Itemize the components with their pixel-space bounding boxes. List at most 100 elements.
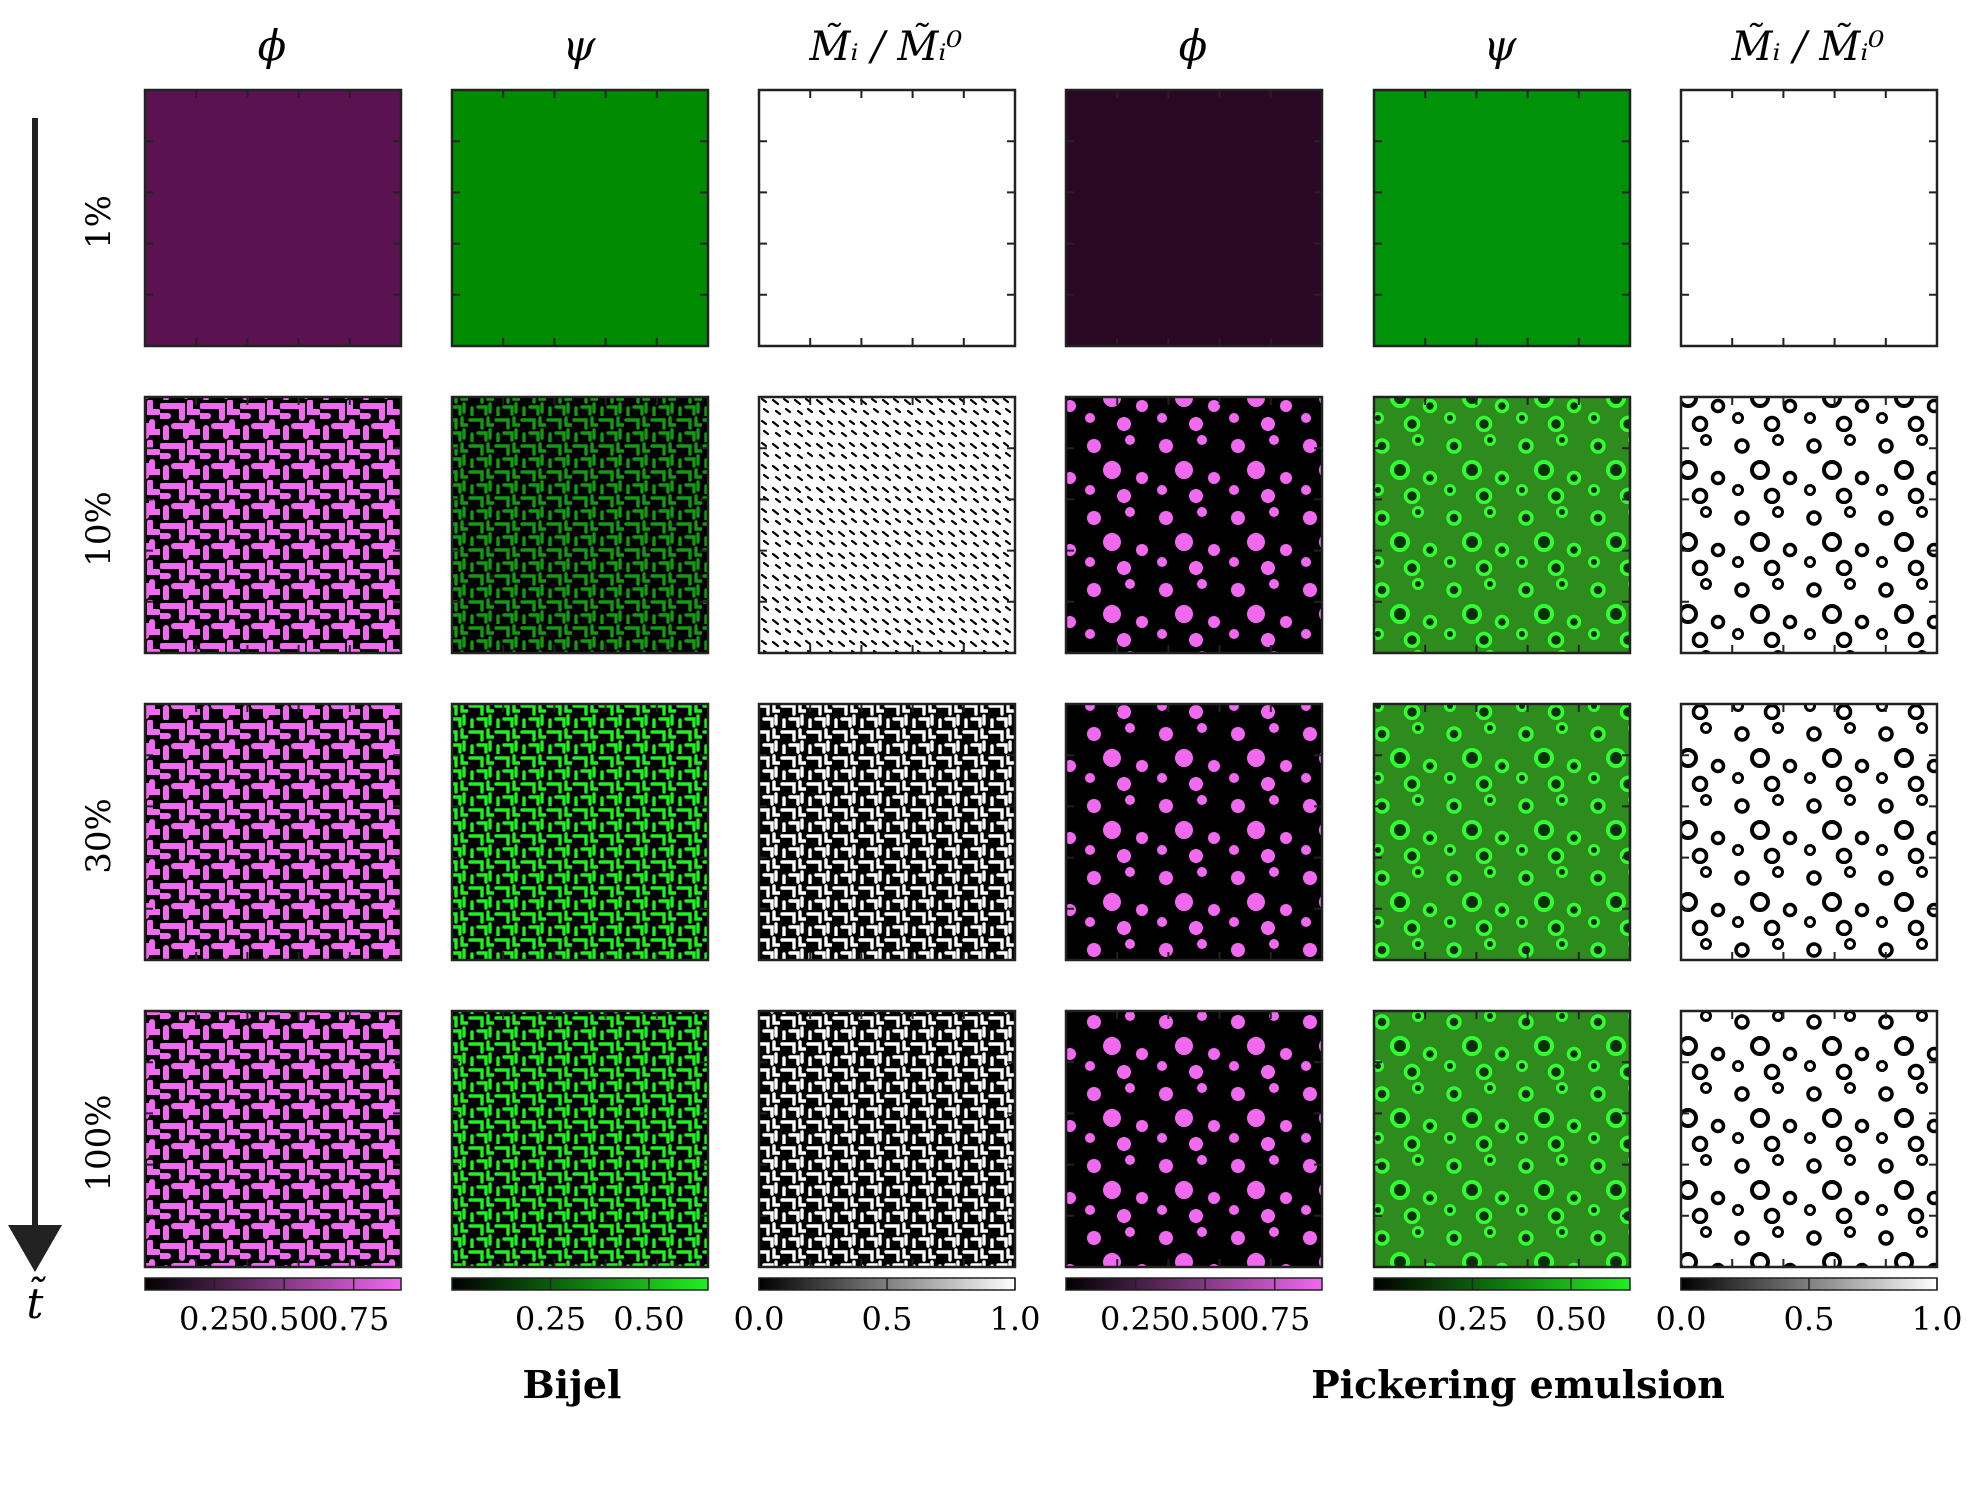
panel-frame [143, 702, 403, 962]
panel-bijel-phi-30pct [145, 704, 401, 960]
group-labels: Bijel Pickering emulsion [523, 1362, 1725, 1407]
panel-frame [1679, 1009, 1939, 1269]
group-label-bijel: Bijel [523, 1362, 622, 1407]
panel-ticks [1681, 397, 1937, 653]
panel-frame [450, 1009, 710, 1269]
panel-ticks [1374, 90, 1630, 346]
panel-ticks [1681, 704, 1937, 960]
panel-frame [1372, 88, 1632, 348]
panel-frame [450, 395, 710, 655]
colorbar-2 [451, 1277, 709, 1291]
colorbar-tick-label: 0.0 [734, 1300, 785, 1338]
time-axis-label: t̃ [27, 1275, 46, 1328]
panel-ticks [759, 397, 1015, 653]
panel-bijel-phi-100pct [145, 1011, 401, 1267]
panel-frame [1372, 702, 1632, 962]
row-labels: 1% 10% 30% 100% [79, 195, 119, 1192]
panel-bijel-mobility-30pct [759, 704, 1015, 960]
colorbar-tick-label: 0.50 [1535, 1300, 1606, 1338]
panel-frame [143, 1009, 403, 1269]
colorbar-tick-label: 0.75 [318, 1300, 389, 1338]
colorbar-tick-label: 0.25 [515, 1300, 586, 1338]
colorbar-tick-label: 0.25 [1100, 1300, 1171, 1338]
panel-ticks [1066, 397, 1322, 653]
panel-ticks [1681, 1011, 1937, 1267]
column-header-pickering-mobility: M̃ᵢ / M̃ᵢ⁰ [1731, 23, 1885, 70]
panel-frames [143, 88, 1939, 1269]
panel-ticks [452, 704, 708, 960]
panel-ticks [759, 90, 1015, 346]
panel-pickering-psi-100pct [1374, 1011, 1630, 1267]
panel-frame [757, 88, 1017, 348]
panel-bijel-psi-1pct [452, 90, 708, 346]
panel-frame [757, 395, 1017, 655]
panel-ticks [145, 704, 401, 960]
panel-bijel-phi-10pct [145, 397, 401, 653]
panel-bijel-psi-100pct [452, 1011, 708, 1267]
panel-ticks [759, 1011, 1015, 1267]
row-100pct-panels [145, 1011, 1937, 1267]
row-10pct-panels [145, 397, 1937, 653]
panel-frame [143, 88, 403, 348]
column-header-bijel-mobility: M̃ᵢ / M̃ᵢ⁰ [809, 23, 963, 70]
panel-frame [450, 702, 710, 962]
panel-pickering-psi-1pct [1374, 90, 1630, 346]
panel-bijel-mobility-100pct [759, 1011, 1015, 1267]
colorbar-tick-label: 1.0 [1912, 1300, 1963, 1338]
panel-frame [1372, 1009, 1632, 1269]
panel-ticks [1374, 397, 1630, 653]
panel-pickering-mobility-10pct [1681, 397, 1937, 653]
panel-frame [1064, 88, 1324, 348]
panel-ticks [145, 90, 401, 346]
time-arrow-head [8, 1225, 62, 1272]
colorbar-tick-label: 0.25 [179, 1300, 250, 1338]
panel-pickering-mobility-1pct [1681, 90, 1937, 346]
panel-ticks [1066, 90, 1322, 346]
panel-frame [1372, 395, 1632, 655]
panel-ticks [1374, 704, 1630, 960]
panel-pickering-mobility-30pct [1681, 704, 1937, 960]
panel-frame [757, 702, 1017, 962]
panel-bijel-mobility-10pct [759, 397, 1015, 653]
panel-ticks [1681, 90, 1937, 346]
colorbar-tick-label: 1.0 [990, 1300, 1041, 1338]
panel-pickering-phi-10pct [1066, 397, 1322, 653]
time-axis: t̃ [8, 118, 62, 1328]
panel-ticks [452, 397, 708, 653]
row-1pct-panels [145, 90, 1937, 346]
column-header-bijel-phi: ϕ [258, 21, 287, 70]
panel-ticks [1066, 1011, 1322, 1267]
panel-ticks [145, 397, 401, 653]
panel-frame [1064, 395, 1324, 655]
column-headers: ϕ ψ M̃ᵢ / M̃ᵢ⁰ ϕ ψ M̃ᵢ / M̃ᵢ⁰ [258, 21, 1885, 70]
panel-bijel-psi-10pct [452, 397, 708, 653]
panel-frame [1679, 702, 1939, 962]
row-label-10pct: 10% [79, 491, 119, 567]
panel-frame [1679, 88, 1939, 348]
row-label-100pct: 100% [79, 1094, 119, 1191]
panel-ticks [759, 704, 1015, 960]
panel-ticks [145, 1011, 401, 1267]
colorbar-tick-label: 0.5 [862, 1300, 913, 1338]
panel-pickering-psi-30pct [1374, 704, 1630, 960]
colorbar-tick-label: 0.5 [1784, 1300, 1835, 1338]
colorbar-1 [144, 1277, 402, 1291]
colorbar-tick-label: 0.0 [1656, 1300, 1707, 1338]
colorbar-tick-label: 0.75 [1239, 1300, 1310, 1338]
colorbar-tick-label: 0.25 [1437, 1300, 1508, 1338]
colorbar-4 [1065, 1277, 1323, 1291]
panel-frame [1064, 1009, 1324, 1269]
panel-frame [143, 395, 403, 655]
colorbars: 0.250.500.75 0.25 0.50 0.0 0.5 1.0 0.250.500.7… [144, 1277, 1963, 1338]
panel-pickering-phi-30pct [1066, 704, 1322, 960]
panel-ticks [1066, 704, 1322, 960]
panel-frame [450, 88, 710, 348]
panel-pickering-mobility-100pct [1681, 1011, 1937, 1267]
row-30pct-panels [145, 704, 1937, 960]
panel-pickering-phi-100pct [1066, 1011, 1322, 1267]
panel-ticks [1374, 1011, 1630, 1267]
panel-pickering-phi-1pct [1066, 90, 1322, 346]
colorbar-5 [1373, 1277, 1631, 1291]
row-label-30pct: 30% [79, 798, 119, 874]
